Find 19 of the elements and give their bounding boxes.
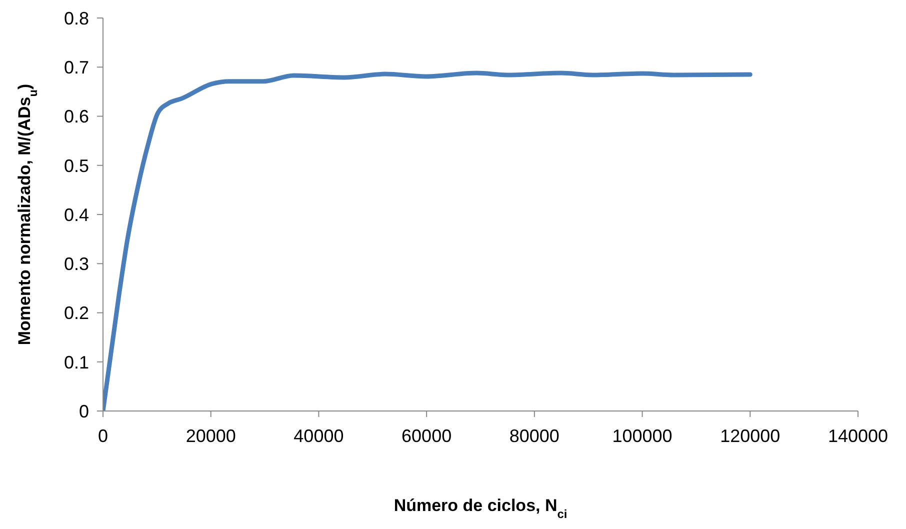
y-tick-label: 0.8 [64,8,89,28]
x-tick-label: 80000 [509,426,560,446]
x-tick-label: 60000 [402,426,452,446]
x-tick-label: 0 [98,426,108,446]
y-tick-label: 0.1 [64,352,89,372]
y-tick-label: 0.3 [64,254,89,274]
x-tick-label: 100000 [612,426,672,446]
y-tick-label: 0.7 [64,58,89,78]
x-axis-title: Número de ciclos, N$_{ci}$ [394,496,568,521]
x-tick-label: 140000 [828,426,888,446]
y-tick-label: 0.5 [64,156,89,176]
x-tick-label: 120000 [720,426,780,446]
x-tick-label: 40000 [294,426,344,446]
y-tick-label: 0.4 [64,204,89,225]
line-series [103,70,752,411]
y-tick-label: 0.2 [64,303,89,324]
y-tick-label: 0 [78,401,89,422]
y-tick-label: 0.6 [64,106,89,127]
x-tick-label: 20000 [186,426,236,446]
